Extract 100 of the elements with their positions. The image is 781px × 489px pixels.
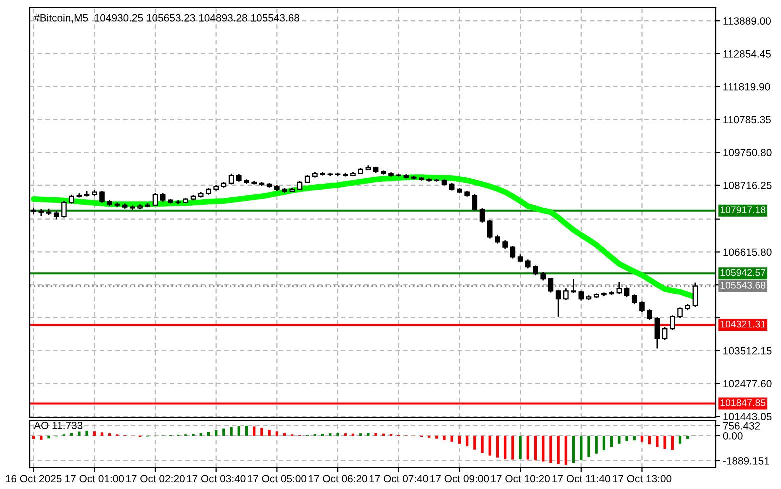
candlestick: [564, 288, 569, 302]
candlestick: [654, 316, 660, 350]
candlestick: [487, 220, 493, 240]
y-tick-label: 756.432: [723, 422, 760, 430]
ref-line-label: 104321.31: [720, 320, 766, 328]
bar: [610, 436, 614, 448]
y-tick-label: 103512.15: [724, 347, 772, 355]
y-tick-label: 108716.25: [724, 182, 772, 190]
bar: [474, 436, 476, 450]
bar: [542, 436, 545, 462]
bar: [588, 436, 590, 458]
candlestick: [670, 314, 676, 331]
bar: [276, 432, 279, 436]
bar: [260, 428, 264, 436]
bar: [443, 436, 446, 440]
candlestick: [571, 278, 576, 294]
bar: [504, 436, 507, 460]
bar: [671, 436, 674, 450]
bar: [686, 436, 690, 440]
candlestick: [228, 173, 234, 186]
bar: [550, 436, 552, 464]
ref-line-label: 105942.57: [720, 269, 766, 276]
bar: [618, 436, 621, 444]
bar: [488, 436, 492, 456]
bar: [564, 436, 568, 465]
bar: [374, 433, 378, 436]
x-tick-label: 17 Oct 05:00: [248, 475, 307, 483]
bar: [626, 436, 628, 442]
bar: [512, 436, 514, 460]
y-tick-label: 113889.00: [724, 18, 772, 25]
candlestick: [472, 194, 478, 212]
bar: [100, 432, 104, 436]
bar: [93, 432, 96, 436]
bar: [633, 436, 636, 441]
bar: [595, 436, 598, 454]
x-tick-label: 17 Oct 01:00: [66, 475, 124, 483]
bar: [268, 430, 271, 436]
bar: [640, 436, 644, 442]
bar: [557, 436, 560, 464]
candlestick: [533, 265, 538, 276]
candlestick: [297, 180, 303, 192]
bar: [656, 436, 659, 448]
bar: [519, 436, 522, 460]
ref-line-label: 107917.18: [720, 206, 766, 214]
bar: [230, 427, 233, 436]
annotation: AO 11.733: [34, 422, 83, 430]
y-tick-label: 106615.80: [724, 248, 772, 256]
bar: [602, 436, 606, 451]
bar: [534, 436, 538, 460]
y-tick-label: 112854.45: [724, 50, 771, 58]
x-tick-label: 17 Oct 11:40: [552, 475, 610, 483]
ref-line-label: 101847.85: [720, 399, 766, 406]
bar: [458, 436, 462, 444]
x-tick-label: 17 Oct 09:00: [430, 475, 490, 483]
x-tick-label: 17 Oct 06:20: [308, 475, 368, 483]
candlestick: [616, 281, 622, 296]
candlestick: [662, 326, 668, 341]
bar: [526, 436, 530, 460]
bar: [436, 436, 438, 439]
y-tick-label: 109750.80: [724, 149, 772, 156]
candlestick: [556, 289, 562, 318]
ref-line-label: 105543.68: [720, 282, 766, 289]
bar: [678, 436, 682, 444]
bar: [215, 430, 218, 436]
bar: [481, 436, 484, 454]
x-tick-label: 16 Oct 2025: [6, 475, 62, 483]
candlestick: [647, 308, 652, 322]
candlestick: [632, 294, 638, 306]
bar: [336, 433, 340, 436]
candlestick: [578, 290, 584, 302]
y-tick-label: -1889.151: [723, 457, 770, 465]
bar: [450, 436, 454, 442]
candlestick: [692, 282, 698, 308]
candlestick: [100, 190, 105, 204]
candlestick: [624, 286, 630, 298]
candlestick: [152, 192, 158, 208]
bar: [367, 433, 370, 436]
y-tick-label: 0.00: [723, 432, 743, 440]
bar: [496, 436, 500, 458]
candlestick: [510, 246, 516, 260]
y-tick-label: 111819.90: [724, 83, 770, 91]
bar: [664, 436, 666, 450]
candlestick: [548, 277, 554, 294]
bar: [466, 436, 469, 447]
bar: [222, 428, 226, 436]
annotation: #Bitcoin,M5 104930.25 105653.23 104893.28 105543.68: [34, 14, 300, 24]
bar: [648, 436, 652, 445]
bar: [48, 436, 50, 439]
bar: [207, 432, 210, 436]
candlestick: [640, 300, 645, 314]
bar: [572, 436, 576, 464]
candlestick: [62, 200, 67, 218]
y-tick-label: 101443.05: [724, 413, 772, 421]
x-tick-label: 17 Oct 10:20: [492, 475, 550, 483]
x-tick-label: 17 Oct 02:20: [126, 475, 185, 483]
bar: [238, 426, 240, 436]
bar: [245, 426, 248, 436]
bar: [32, 436, 36, 440]
x-tick-label: 17 Oct 07:40: [370, 475, 428, 483]
y-tick-label: 110785.35: [724, 116, 771, 124]
